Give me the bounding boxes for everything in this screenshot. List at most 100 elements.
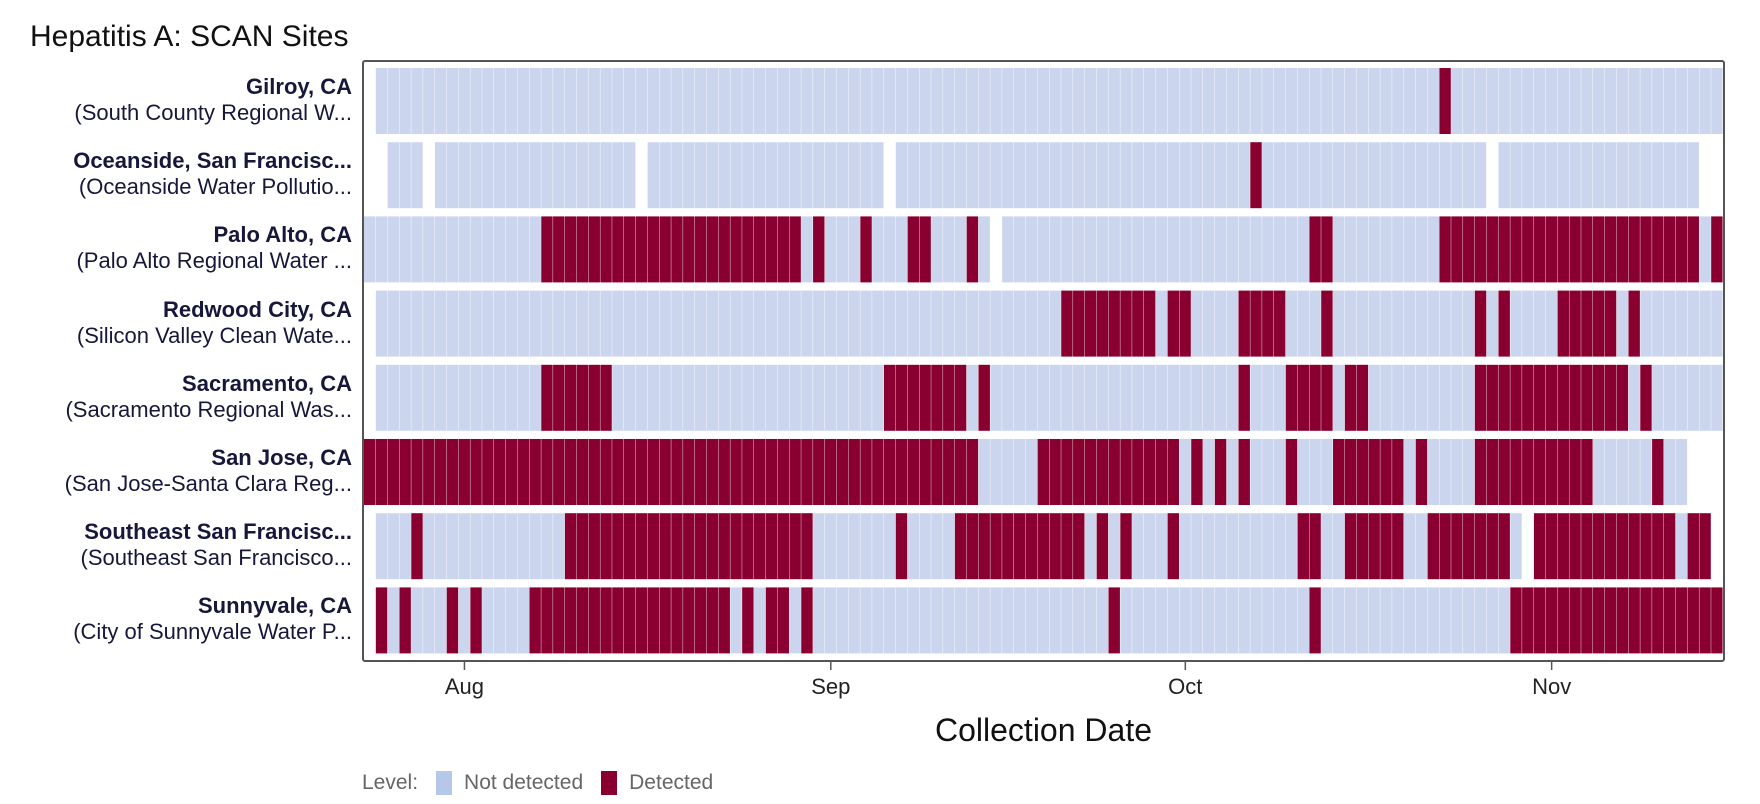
cell-detected [1640, 587, 1652, 654]
cell-not-detected [1392, 68, 1404, 134]
cell-not-detected [1557, 142, 1569, 209]
cell-detected [482, 439, 494, 505]
heatmap-row [375, 513, 1711, 580]
cell-detected [1652, 439, 1664, 505]
cell-not-detected [1084, 364, 1097, 431]
cell-not-detected [1463, 587, 1475, 654]
cell-not-detected [1486, 290, 1499, 357]
cell-not-detected [919, 68, 931, 134]
cell-not-detected [387, 68, 400, 134]
cell-not-detected [730, 364, 742, 431]
cell-detected [1486, 439, 1499, 505]
cell-detected [505, 439, 518, 505]
cell-detected [1415, 439, 1428, 505]
cell-detected [990, 513, 1002, 580]
cell-not-detected [765, 364, 778, 431]
cell-detected [1711, 587, 1723, 654]
cell-not-detected [1392, 587, 1404, 654]
cell-detected [564, 587, 577, 654]
cell-not-detected [1392, 142, 1404, 209]
cell-detected [1557, 364, 1569, 431]
legend-label-not-detected: Not detected [464, 771, 584, 794]
cell-detected [860, 216, 872, 283]
cell-not-detected [1439, 587, 1451, 654]
cell-detected [730, 513, 742, 580]
cell-detected [765, 216, 778, 283]
cell-detected [1663, 216, 1676, 283]
cell-not-detected [978, 142, 990, 209]
cell-not-detected [1013, 142, 1026, 209]
cell-not-detected [1522, 142, 1534, 209]
cell-not-detected [1084, 587, 1097, 654]
cell-detected [765, 513, 778, 580]
cell-not-detected [553, 68, 565, 134]
cell-detected [1061, 439, 1073, 505]
cell-detected [1285, 364, 1298, 431]
cell-detected [446, 439, 459, 505]
cell-not-detected [1415, 587, 1428, 654]
cell-not-detected [990, 587, 1002, 654]
cell-detected [872, 439, 884, 505]
cell-detected [1593, 587, 1605, 654]
cell-not-detected [706, 68, 719, 134]
cell-not-detected [954, 216, 967, 283]
cell-not-detected [1025, 587, 1038, 654]
cell-not-detected [931, 68, 943, 134]
cell-detected [588, 587, 600, 654]
cell-not-detected [683, 290, 695, 357]
cell-detected [1155, 439, 1168, 505]
cell-not-detected [659, 142, 671, 209]
cell-detected [635, 439, 648, 505]
cell-detected [553, 364, 565, 431]
cell-not-detected [931, 513, 943, 580]
cell-not-detected [1392, 290, 1404, 357]
cell-detected [564, 364, 577, 431]
cell-detected [1616, 513, 1629, 580]
cell-not-detected [1273, 439, 1286, 505]
cell-detected [600, 364, 612, 431]
cell-not-detected [978, 216, 990, 283]
cell-detected [777, 513, 790, 580]
cell-not-detected [387, 513, 400, 580]
cell-not-detected [824, 68, 837, 134]
cell-not-detected [730, 68, 742, 134]
cell-not-detected [1593, 68, 1605, 134]
cell-detected [576, 364, 589, 431]
cell-not-detected [1226, 513, 1239, 580]
cell-detected [588, 513, 600, 580]
cell-not-detected [1675, 290, 1688, 357]
cell-not-detected [517, 290, 530, 357]
cell-not-detected [1439, 290, 1451, 357]
cell-detected [1120, 439, 1132, 505]
cell-detected [1439, 216, 1451, 283]
cell-not-detected [730, 290, 742, 357]
cell-not-detected [470, 290, 482, 357]
cell-not-detected [966, 364, 979, 431]
cell-not-detected [1037, 290, 1050, 357]
cell-detected [1533, 364, 1546, 431]
cell-detected [1108, 439, 1120, 505]
cell-not-detected [1250, 364, 1262, 431]
cell-detected [978, 513, 990, 580]
cell-not-detected [1309, 68, 1321, 134]
cell-not-detected [1226, 587, 1239, 654]
cell-not-detected [1368, 587, 1380, 654]
cell-not-detected [1581, 142, 1593, 209]
cell-not-detected [623, 142, 636, 209]
cell-detected [1061, 290, 1073, 357]
cell-not-detected [517, 513, 530, 580]
cell-not-detected [1238, 142, 1250, 209]
cell-not-detected [1675, 142, 1688, 209]
cell-detected [883, 364, 896, 431]
cell-not-detected [1214, 68, 1227, 134]
cell-detected [1533, 216, 1546, 283]
cell-not-detected [801, 216, 813, 283]
cell-not-detected [1273, 587, 1286, 654]
cell-not-detected [1203, 587, 1215, 654]
cell-not-detected [706, 364, 719, 431]
cell-detected [1120, 290, 1132, 357]
cell-not-detected [1002, 142, 1014, 209]
cell-detected [1569, 513, 1581, 580]
cell-not-detected [505, 68, 518, 134]
cell-not-detected [1451, 439, 1463, 505]
